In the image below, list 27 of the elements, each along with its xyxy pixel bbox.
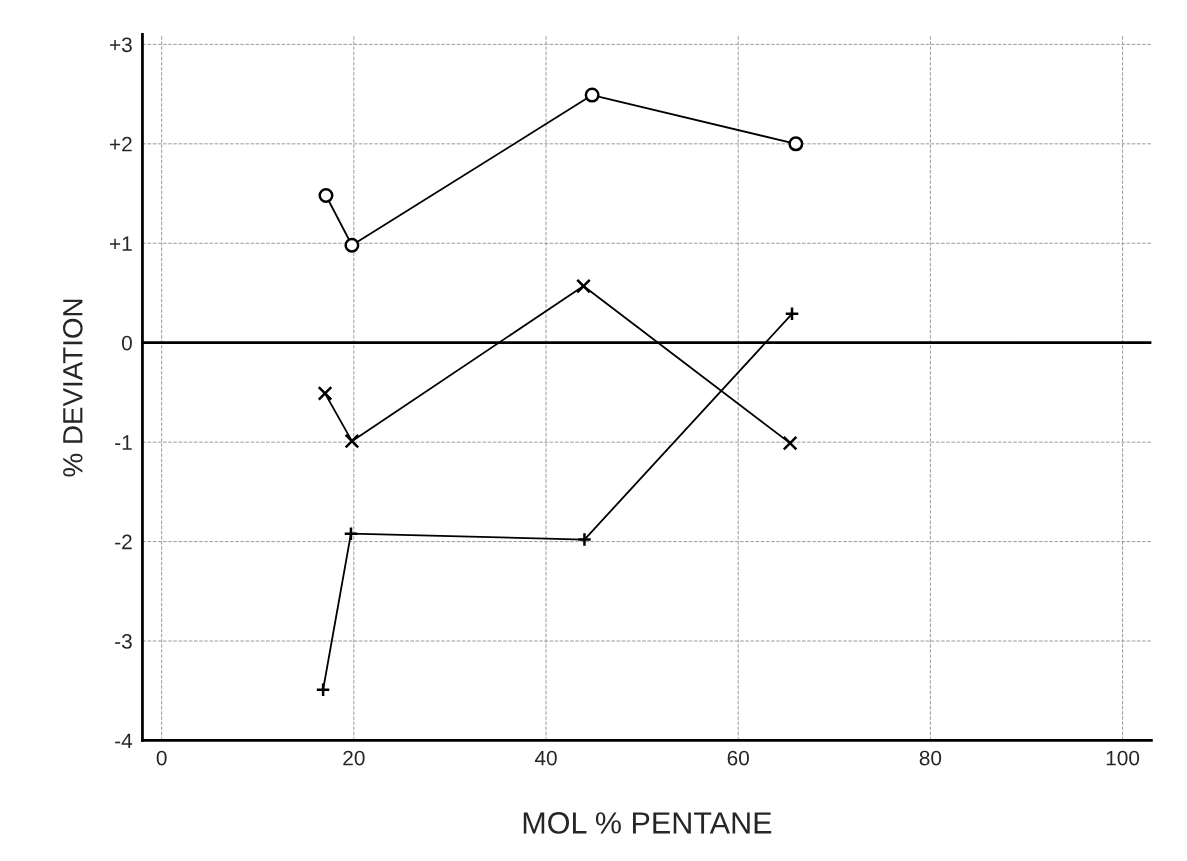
y-tick-label: +1 xyxy=(109,236,132,251)
point xyxy=(315,682,331,698)
y-tick-label: -1 xyxy=(115,435,132,450)
y-tick-label: 0 xyxy=(121,335,132,351)
x-tick-label: 100 xyxy=(1106,750,1140,766)
x-tick-label: 20 xyxy=(343,750,365,766)
point xyxy=(782,435,798,451)
point xyxy=(584,87,600,103)
point xyxy=(576,278,591,294)
point xyxy=(344,237,360,253)
point xyxy=(343,526,359,542)
x-tick-label: 40 xyxy=(534,750,557,766)
x-axis-title: MOL % PENTANE xyxy=(523,812,772,834)
y-tick-label: +3 xyxy=(109,37,132,53)
y-tick-label: +2 xyxy=(109,136,132,152)
y-tick-label: -3 xyxy=(115,634,132,649)
point xyxy=(317,385,333,401)
y-tick-label: -4 xyxy=(115,733,133,749)
point xyxy=(788,136,804,152)
x-tick-label: 80 xyxy=(919,750,942,766)
point xyxy=(318,188,334,204)
x-tick-label: 0 xyxy=(156,750,167,766)
y-tick-label: -2 xyxy=(115,534,132,550)
point xyxy=(344,433,360,449)
y-axis-title: % DEVIATION xyxy=(62,299,83,477)
point xyxy=(784,306,800,322)
x-tick-label: 60 xyxy=(727,750,749,766)
